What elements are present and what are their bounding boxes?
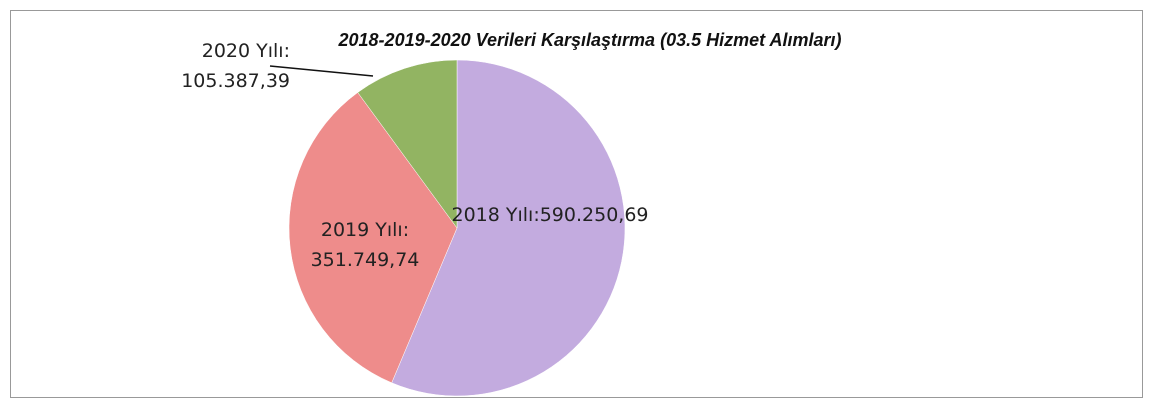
data-label: 2018 Yılı:590.250,69 <box>451 204 649 226</box>
pie-slice <box>357 59 458 229</box>
leader-line <box>269 65 374 77</box>
data-label: 2020 Yılı: 105.387,39 <box>181 40 290 92</box>
chart-title: 2018-2019-2020 Verileri Karşılaştırma (0… <box>338 30 842 50</box>
pie-slice <box>288 92 458 384</box>
data-label: 2019 Yılı: 351.749,74 <box>310 219 420 271</box>
chart-frame <box>10 10 1143 398</box>
pie-slice <box>391 59 626 397</box>
